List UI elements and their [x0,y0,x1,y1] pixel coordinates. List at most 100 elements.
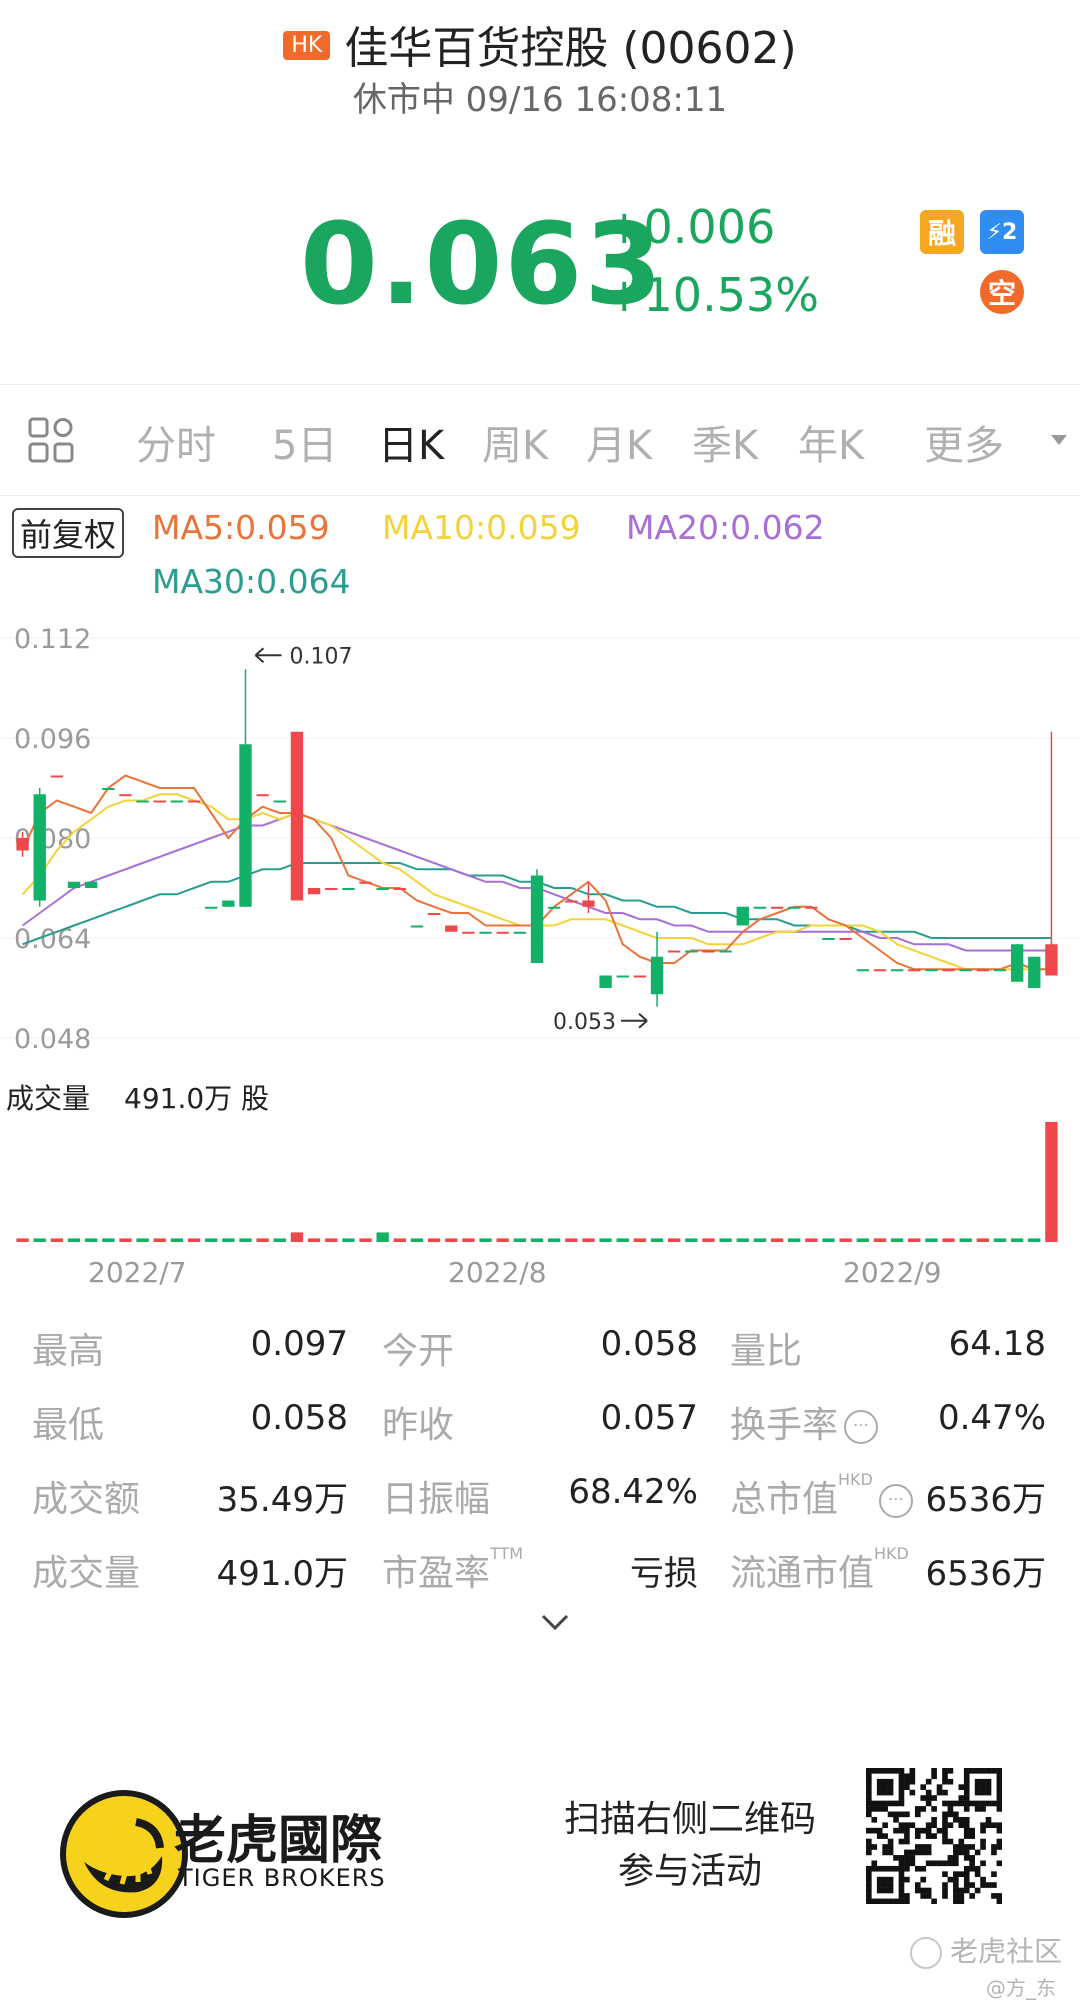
stat-value: 0.058 [600,1324,698,1364]
volume-bar [119,1238,132,1242]
qr-module [963,1871,970,1877]
qr-module [996,1860,1002,1867]
candle [890,969,904,972]
stat-label: 流通市值 [730,1553,875,1594]
volume-bar [719,1238,732,1242]
y-tick-label: 0.064 [14,924,91,955]
volume-bar [530,1238,544,1242]
qr-module [963,1778,970,1785]
qr-module [882,1768,888,1774]
qr-module [904,1849,910,1856]
qr-code-icon[interactable] [866,1768,1002,1904]
candle [959,969,972,972]
qr-module [958,1898,965,1904]
currency-sup: HKD [874,1544,909,1563]
tab-daily-k[interactable]: 日K [378,423,445,469]
tab-5day[interactable]: 5日 [272,423,338,469]
qr-module [914,1827,921,1834]
tab-monthly-k[interactable]: 月K [586,423,653,469]
qr-module [931,1768,937,1774]
tab-minute[interactable]: 分时 [136,423,216,469]
qr-module [974,1789,981,1796]
volume-value: 491.0万 股 [124,1082,269,1115]
qr-module [866,1789,872,1796]
candle [307,888,321,895]
short-tag-icon[interactable]: 空 [980,270,1024,314]
info-icon[interactable]: ⋯ [844,1410,879,1444]
candle [479,931,492,934]
qr-module [904,1898,910,1904]
candle [582,881,595,913]
info-icon[interactable]: ⋯ [878,1484,913,1518]
candle-body [650,956,664,995]
qr-module [882,1882,888,1888]
qr-module [958,1871,965,1877]
expand-chevron-icon[interactable] [540,1612,570,1632]
candle [839,938,852,940]
volume-bar [565,1238,578,1242]
candle [513,931,527,934]
qr-module [909,1789,916,1796]
volume-bar [102,1238,115,1242]
qr-module [974,1778,981,1785]
candle-body [908,969,921,972]
qr-module [887,1838,894,1845]
volume-bar [445,1238,458,1242]
qr-module [876,1833,883,1839]
qr-module [898,1784,905,1790]
qr-module [953,1887,959,1894]
layout-grid-icon[interactable] [28,417,74,463]
qr-module [887,1768,894,1774]
stat-label: 市盈率 [382,1553,491,1594]
tab-weekly-k[interactable]: 周K [482,423,549,469]
qr-module [887,1784,894,1790]
qr-module [882,1778,888,1785]
qr-module [866,1778,872,1785]
qr-module [914,1833,921,1839]
adjust-mode-button[interactable]: 前复权 [12,508,125,558]
tab-yearly-k[interactable]: 年K [798,423,865,469]
qr-module [931,1795,937,1801]
volume-bar [16,1238,29,1242]
watermark-user: @方_东 [986,1976,1056,2000]
qr-module [866,1773,872,1780]
qr-module [958,1887,965,1894]
qr-module [887,1898,894,1904]
qr-module [931,1773,937,1780]
qr-module [871,1827,878,1834]
qr-module [991,1893,997,1899]
tab-more[interactable]: 更多 [924,423,1004,469]
candle [119,794,132,797]
qr-module [866,1800,872,1807]
candle [359,881,372,884]
qr-module [974,1768,981,1774]
qr-module [980,1860,986,1867]
volume-bar [1010,1238,1024,1242]
stat-value: 0.058 [250,1398,348,1438]
tab-quarterly-k[interactable]: 季K [692,423,759,469]
volume-bar [462,1238,475,1242]
candle-body [856,969,869,972]
qr-module [942,1773,948,1780]
brand-name-cn: 老虎國際 [174,1811,383,1871]
qr-module [866,1849,872,1856]
margin-tag-icon[interactable]: 融 [920,210,964,254]
candle-body [702,950,715,953]
qr-module [991,1871,997,1877]
dropdown-arrow-icon[interactable] [1050,433,1068,447]
candle [633,975,647,978]
qr-module [876,1784,883,1790]
qr-module [980,1778,986,1785]
candle-body [170,800,184,803]
candle [565,900,578,903]
qr-module [991,1800,997,1807]
qr-module [958,1893,965,1899]
candle [925,969,938,972]
level2-tag-icon[interactable]: ⚡2 [980,210,1024,254]
qr-module [893,1768,899,1774]
candle [547,906,561,909]
qr-module [942,1778,948,1785]
volume-bar [273,1238,286,1242]
candle-body [16,838,29,851]
